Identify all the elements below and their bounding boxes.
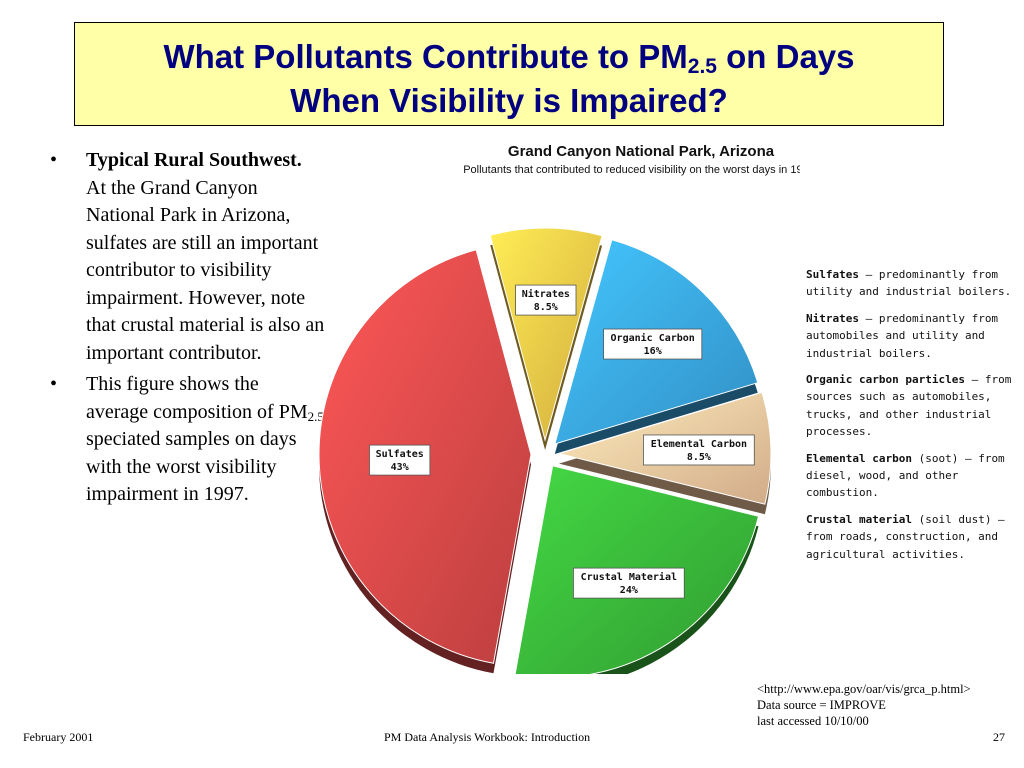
bullet-list: • Typical Rural Southwest. At the Grand … [50,147,325,513]
bullet-item-1: • Typical Rural Southwest. At the Grand … [50,147,325,367]
source-accessed: last accessed 10/10/00 [757,714,869,728]
chart-subtitle: Pollutants that contributed to reduced v… [463,164,800,176]
legend-term: Nitrates [806,311,859,325]
legend-desc: (soil dust) – from roads, construction, … [806,512,1005,561]
pie-chart: Grand Canyon National Park, Arizona Poll… [318,143,800,674]
slice-value-label: 8.5% [687,452,711,463]
title-line2: When Visibility is Impaired? [290,82,728,119]
bullet-2-text-after: speciated samples on days with the worst… [86,428,297,505]
legend-entry-nitrates: Nitrates – predominantly from automobile… [806,310,1016,362]
legend-desc: – predominantly from automobiles and uti… [806,311,999,360]
source-url: <http://www.epa.gov/oar/vis/grca_p.html> [757,682,971,696]
title-part2: on Days [716,38,855,75]
title-subscript: 2.5 [687,55,717,78]
legend-term: Organic carbon particles [806,373,965,387]
slice-label-box [515,284,577,316]
legend-entry-sulfates: Sulfates – predominantly from utility an… [806,266,1016,301]
bullet-1-text: At the Grand Canyon National Park in Ari… [86,176,325,364]
legend-term: Crustal material [806,512,912,526]
slice-name-label: Sulfates [376,449,424,460]
bullet-dot: • [50,373,58,395]
slice-label-box [643,434,755,466]
footer-title: PM Data Analysis Workbook: Introduction [384,730,591,744]
slice-name-label: Organic Carbon [611,332,695,344]
legend-entry-organic-carbon: Organic carbon particles – from sources … [806,371,1016,441]
bullet-1-bold: Typical Rural Southwest. [86,149,302,171]
pie-slice-nitrates [489,227,603,442]
source-data: Data source = IMPROVE [757,698,886,712]
slice-name-label: Crustal Material [581,571,677,583]
bullet-item-2: • This figure shows the average composit… [50,371,325,509]
slice-value-label: 16% [644,346,662,357]
bullet-2-subscript: 2.5 [307,408,324,424]
slice-name-label: Nitrates [522,288,570,300]
footer-date: February 2001 [23,730,94,744]
slice-value-label: 43% [391,462,409,473]
slice-label-elemental-carbon: Elemental Carbon 8.5% [643,434,755,466]
title-part1: What Pollutants Contribute to PM [163,38,688,75]
bullet-2-text-before: This figure shows the average compositio… [86,373,308,423]
slice-label-sulfates: Sulfates 43% [369,444,431,476]
legend-entry-crustal-material: Crustal material (soil dust) – from road… [806,511,1016,563]
slice-label-box [573,567,685,599]
slice-label-organic-carbon: Organic Carbon 16% [603,328,703,360]
slide-title-box: What Pollutants Contribute to PM2.5 on D… [74,22,944,126]
legend-entry-elemental-carbon: Elemental carbon (soot) – from diesel, w… [806,450,1016,502]
slice-label-nitrates: Nitrates 8.5% [515,284,577,316]
legend-desc: – from sources such as automobiles, truc… [806,373,1012,439]
page-number: 27 [993,730,1005,744]
legend-desc: – predominantly from utility and industr… [806,268,1012,299]
slice-label-box [369,444,431,476]
chart-legend: Sulfates – predominantly from utility an… [806,266,1016,572]
slide-title: What Pollutants Contribute to PM2.5 on D… [75,23,943,123]
legend-term: Sulfates [806,268,859,281]
legend-term: Elemental carbon [806,451,912,465]
slice-value-label: 8.5% [534,302,558,313]
bullet-dot: • [50,149,58,171]
source-note: <http://www.epa.gov/oar/vis/grca_p.html>… [757,681,971,729]
legend-desc: (soot) – from diesel, wood, and other co… [806,451,1005,500]
slice-label-box [603,328,703,360]
pie-labels: Nitrates 8.5% Organic Carbon 16% Elemental C… [369,284,755,599]
slice-name-label: Elemental Carbon [651,439,747,450]
slice-value-label: 24% [620,585,638,596]
slice-label-crustal-material: Crustal Material 24% [573,567,685,599]
chart-title: Grand Canyon National Park, Arizona [508,143,775,160]
